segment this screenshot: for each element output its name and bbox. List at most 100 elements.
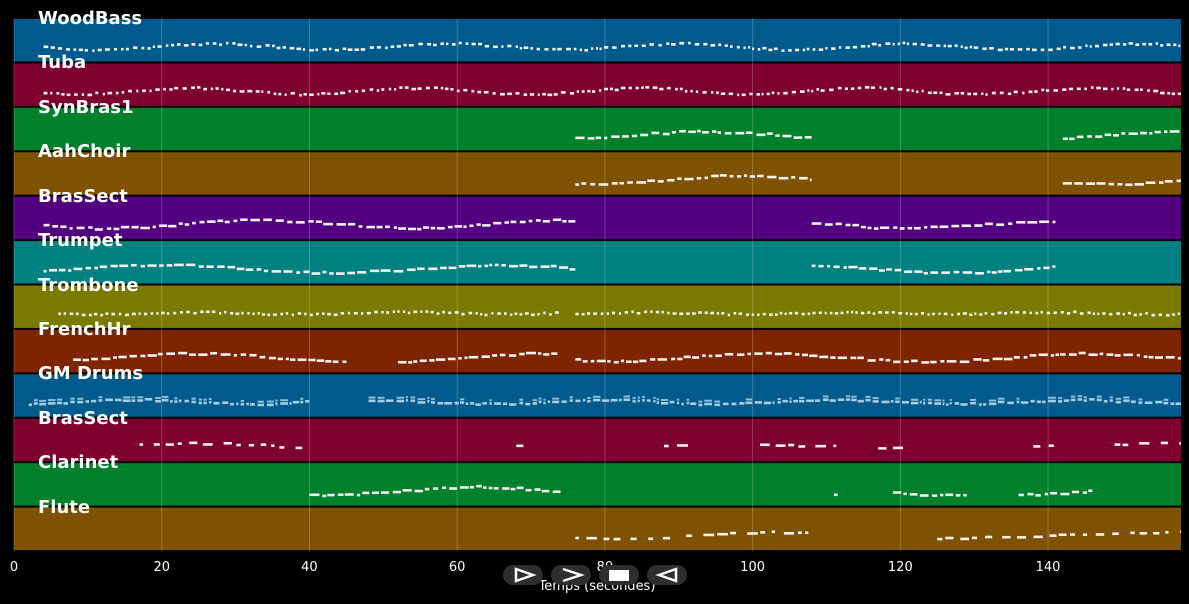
note	[449, 487, 457, 490]
note	[936, 44, 941, 47]
note	[829, 399, 836, 402]
note	[1177, 312, 1180, 315]
note	[1143, 355, 1148, 359]
note	[1167, 91, 1171, 95]
note	[311, 272, 321, 275]
note	[1020, 401, 1029, 404]
note	[596, 359, 606, 363]
note	[504, 221, 509, 224]
rewind-button[interactable]	[647, 565, 687, 585]
note	[189, 353, 196, 356]
note	[141, 46, 145, 50]
note	[938, 312, 941, 316]
note	[1122, 43, 1127, 46]
note	[782, 134, 792, 138]
note	[1050, 491, 1058, 495]
note	[799, 176, 808, 180]
note	[260, 443, 267, 446]
note	[220, 353, 231, 356]
note	[129, 354, 137, 358]
note	[562, 220, 567, 223]
note	[529, 265, 538, 269]
forward-button[interactable]	[551, 565, 591, 585]
stop-button[interactable]	[599, 565, 639, 585]
note	[1040, 48, 1045, 52]
note	[1015, 310, 1019, 314]
note	[1040, 310, 1043, 314]
note	[1016, 397, 1020, 400]
note	[361, 312, 364, 315]
note	[544, 48, 549, 51]
note	[857, 356, 864, 360]
note	[280, 312, 284, 316]
note	[1103, 399, 1108, 403]
note	[60, 225, 67, 229]
note	[147, 264, 157, 267]
note	[540, 265, 550, 268]
note	[381, 310, 384, 314]
note	[376, 46, 381, 49]
note	[1148, 42, 1153, 46]
note	[933, 91, 938, 95]
note	[289, 358, 296, 362]
note	[1179, 442, 1181, 445]
note	[217, 219, 224, 223]
note	[717, 131, 722, 134]
note	[671, 130, 676, 134]
note	[959, 360, 970, 364]
note	[867, 44, 870, 48]
note	[686, 312, 690, 315]
note	[206, 220, 216, 223]
note	[1117, 183, 1123, 186]
note	[852, 45, 858, 49]
note	[410, 396, 416, 399]
note	[296, 47, 302, 51]
note	[185, 263, 196, 267]
note	[430, 226, 436, 230]
note	[484, 264, 489, 268]
note	[315, 220, 322, 224]
note	[627, 181, 633, 184]
note	[456, 89, 460, 93]
note	[230, 402, 234, 406]
note	[1048, 396, 1056, 399]
note	[250, 403, 255, 406]
note	[43, 45, 49, 49]
note	[916, 90, 919, 94]
note	[701, 131, 709, 134]
note	[801, 312, 805, 316]
x-tick-label: 60	[448, 560, 466, 575]
note	[737, 93, 740, 97]
note	[793, 399, 798, 403]
note	[581, 90, 585, 93]
note	[903, 360, 909, 364]
note	[573, 47, 577, 51]
note	[561, 400, 567, 404]
play-button[interactable]	[503, 565, 543, 585]
note	[867, 359, 876, 362]
note	[962, 312, 967, 315]
note	[1123, 396, 1130, 399]
note	[754, 401, 762, 404]
note	[152, 45, 155, 49]
note	[816, 88, 820, 91]
note	[432, 43, 437, 47]
note	[843, 266, 847, 269]
note	[58, 268, 66, 272]
note	[1017, 48, 1023, 51]
note	[240, 353, 247, 356]
note	[566, 47, 571, 51]
note	[814, 399, 821, 402]
note	[81, 93, 85, 96]
forward-icon	[562, 567, 585, 583]
note	[777, 401, 781, 404]
note	[739, 402, 745, 405]
note	[736, 353, 745, 356]
note	[47, 399, 56, 402]
note	[28, 403, 32, 407]
note	[978, 403, 982, 406]
note	[275, 402, 278, 406]
note	[61, 93, 65, 96]
note	[906, 42, 910, 46]
note	[805, 531, 809, 534]
